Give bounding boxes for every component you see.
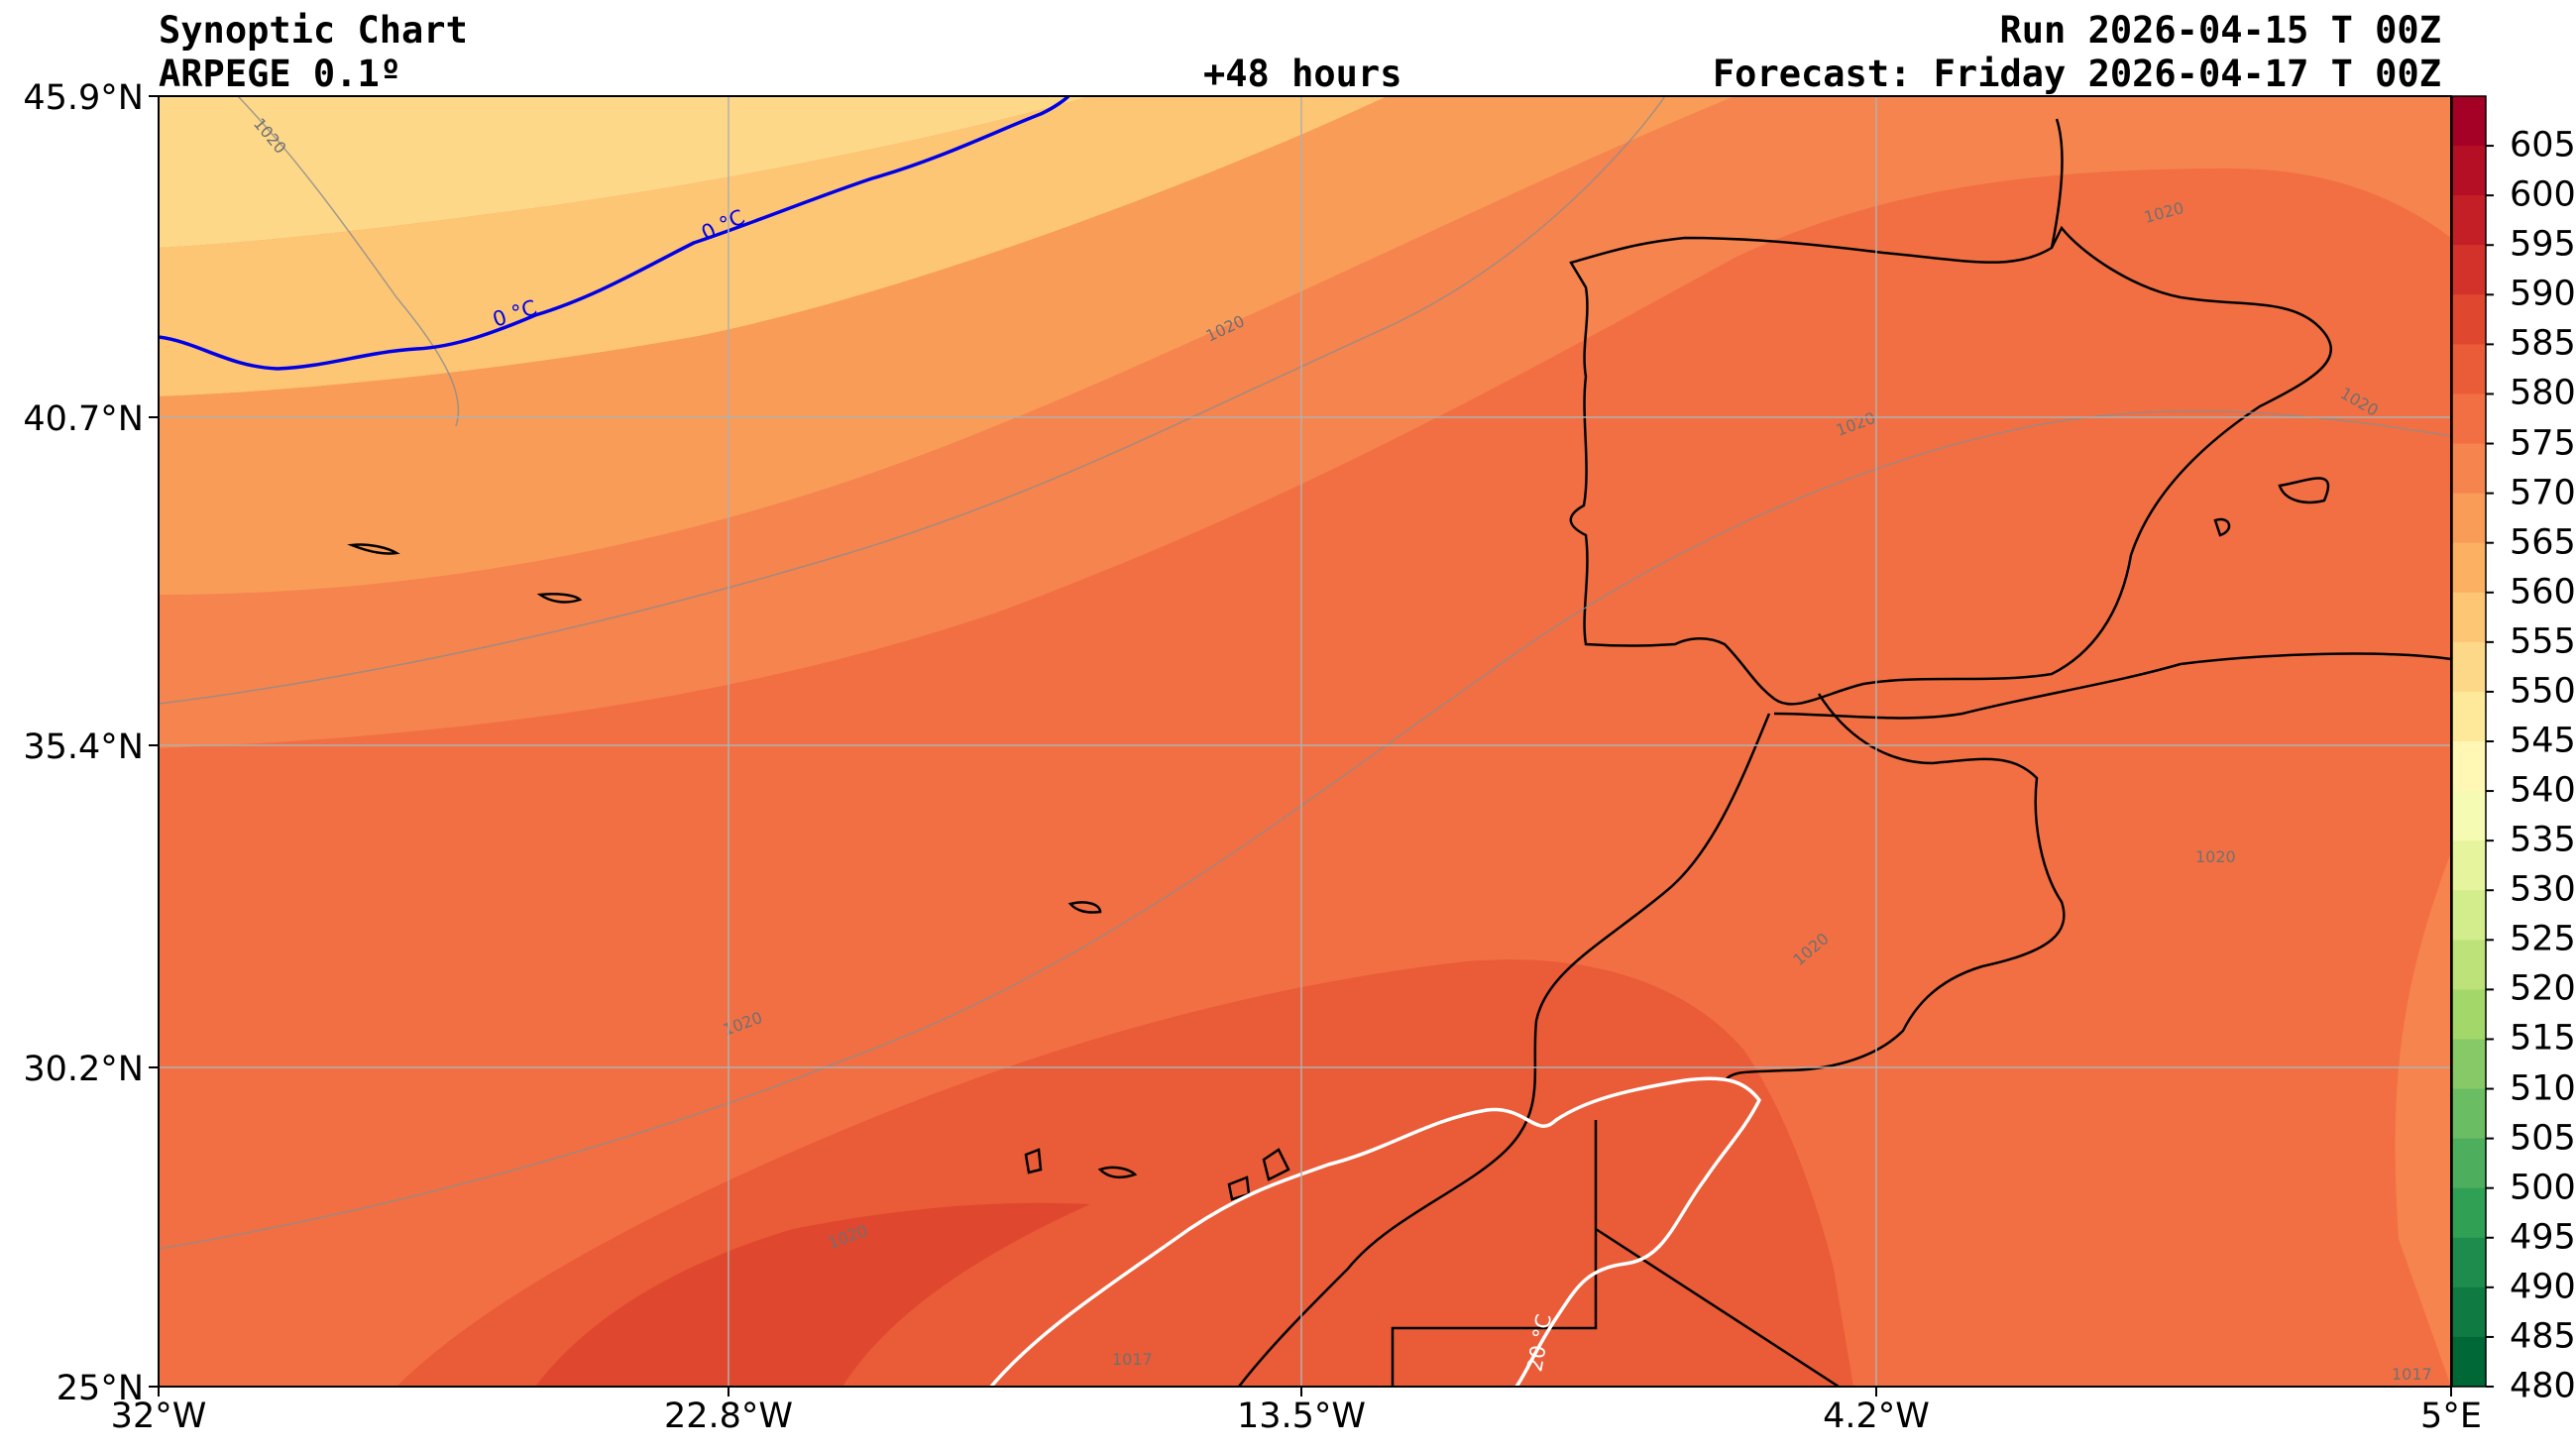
colorbar-swatch bbox=[2452, 443, 2486, 495]
colorbar-swatch bbox=[2452, 1237, 2486, 1288]
gridlines bbox=[159, 96, 2451, 1387]
isobar-label: 1020 bbox=[2195, 847, 2236, 866]
colorbar-label: 540 bbox=[2510, 770, 2576, 811]
isobar-label: 1017 bbox=[2392, 1365, 2432, 1384]
colorbar-swatch bbox=[2452, 393, 2486, 445]
colorbar-swatch bbox=[2452, 1039, 2486, 1090]
colorbar-label: 535 bbox=[2510, 820, 2576, 860]
lon-label: 13.5°W bbox=[1236, 1396, 1367, 1436]
colorbar-swatch bbox=[2452, 344, 2486, 394]
colorbar-label: 490 bbox=[2510, 1267, 2576, 1307]
colorbar-swatch bbox=[2452, 146, 2486, 196]
chart-title: Synoptic Chart bbox=[159, 9, 468, 52]
colorbar-label: 520 bbox=[2510, 968, 2576, 1009]
colorbar-label: 550 bbox=[2510, 671, 2576, 712]
colorbar-swatch bbox=[2452, 1187, 2486, 1239]
run-time: Run 2026-04-15 T 00Z bbox=[1999, 9, 2441, 52]
model-name: ARPEGE 0.1º bbox=[159, 53, 402, 95]
lon-label: 5°E bbox=[2420, 1396, 2482, 1436]
colorbar-swatch bbox=[2452, 493, 2486, 544]
colorbar-swatch bbox=[2452, 1138, 2486, 1189]
isobar-label: 1017 bbox=[1112, 1350, 1153, 1369]
colorbar-label: 500 bbox=[2510, 1168, 2576, 1208]
band-590 bbox=[535, 1202, 1090, 1387]
lat-label: 30.2°N bbox=[23, 1050, 144, 1089]
colorbar-label: 580 bbox=[2510, 373, 2576, 413]
colorbar-label: 515 bbox=[2510, 1018, 2576, 1059]
colorbar-label: 565 bbox=[2510, 522, 2576, 563]
forecast-time: Forecast: Friday 2026-04-17 T 00Z bbox=[1712, 53, 2441, 95]
colorbar-label: 600 bbox=[2510, 174, 2576, 215]
colorbar-swatch bbox=[2452, 989, 2486, 1040]
colorbar-label: 525 bbox=[2510, 919, 2576, 959]
colorbar-label: 545 bbox=[2510, 721, 2576, 761]
band-580 bbox=[159, 168, 2451, 1387]
colorbar-label: 590 bbox=[2510, 274, 2576, 314]
colorbar-swatch bbox=[2452, 791, 2486, 841]
colorbar-swatch bbox=[2452, 294, 2486, 345]
colorbar-label: 570 bbox=[2510, 473, 2576, 513]
lon-label: 32°W bbox=[110, 1396, 207, 1436]
colorbar-swatch bbox=[2452, 641, 2486, 693]
colorbar bbox=[2452, 96, 2494, 1388]
isotherm-20 bbox=[989, 1076, 1762, 1387]
colorbar-label: 585 bbox=[2510, 323, 2576, 364]
band-560 bbox=[159, 96, 1090, 248]
band-570 bbox=[159, 96, 1735, 595]
plot-frame bbox=[158, 95, 2452, 1388]
colorbar-frame bbox=[2451, 95, 2487, 1388]
colorbar-swatch bbox=[2452, 1336, 2486, 1388]
lat-label: 40.7°N bbox=[23, 399, 144, 439]
colorbar-label: 605 bbox=[2510, 125, 2576, 166]
colorbar-swatch bbox=[2452, 890, 2486, 941]
colorbar-swatch bbox=[2452, 542, 2486, 594]
lon-label: 4.2°W bbox=[1823, 1396, 1930, 1436]
colorbar-swatch bbox=[2452, 691, 2486, 742]
colorbar-swatch bbox=[2452, 741, 2486, 792]
colorbar-label: 575 bbox=[2510, 423, 2576, 464]
colorbar-label: 560 bbox=[2510, 572, 2576, 613]
colorbar-label: 555 bbox=[2510, 621, 2576, 662]
isobars bbox=[159, 96, 2451, 1250]
colorbar-swatch bbox=[2452, 840, 2486, 891]
isotherm-0 bbox=[159, 96, 1070, 371]
colorbar-label: 480 bbox=[2510, 1366, 2576, 1406]
lat-label: 35.4°N bbox=[23, 727, 144, 767]
colorbar-label: 510 bbox=[2510, 1068, 2576, 1109]
colorbar-swatch bbox=[2452, 592, 2486, 643]
colorbar-swatch bbox=[2452, 195, 2486, 246]
colorbar-swatch bbox=[2452, 1088, 2486, 1140]
colorbar-label: 530 bbox=[2510, 869, 2576, 910]
colorbar-label: 485 bbox=[2510, 1316, 2576, 1357]
colorbar-swatch bbox=[2452, 96, 2486, 147]
lat-label: 45.9°N bbox=[23, 78, 144, 118]
tick-marks bbox=[149, 95, 2452, 1396]
colorbar-label: 505 bbox=[2510, 1118, 2576, 1159]
lead-time: +48 hours bbox=[1203, 53, 1402, 95]
colorbar-swatch bbox=[2452, 1286, 2486, 1338]
colorbar-swatch bbox=[2452, 940, 2486, 990]
band-565 bbox=[159, 96, 1388, 396]
colorbar-swatch bbox=[2452, 245, 2486, 295]
colorbar-label: 495 bbox=[2510, 1217, 2576, 1258]
lon-label: 22.8°W bbox=[663, 1396, 794, 1436]
lat-label: 25°N bbox=[56, 1369, 144, 1408]
colorbar-label: 595 bbox=[2510, 224, 2576, 265]
